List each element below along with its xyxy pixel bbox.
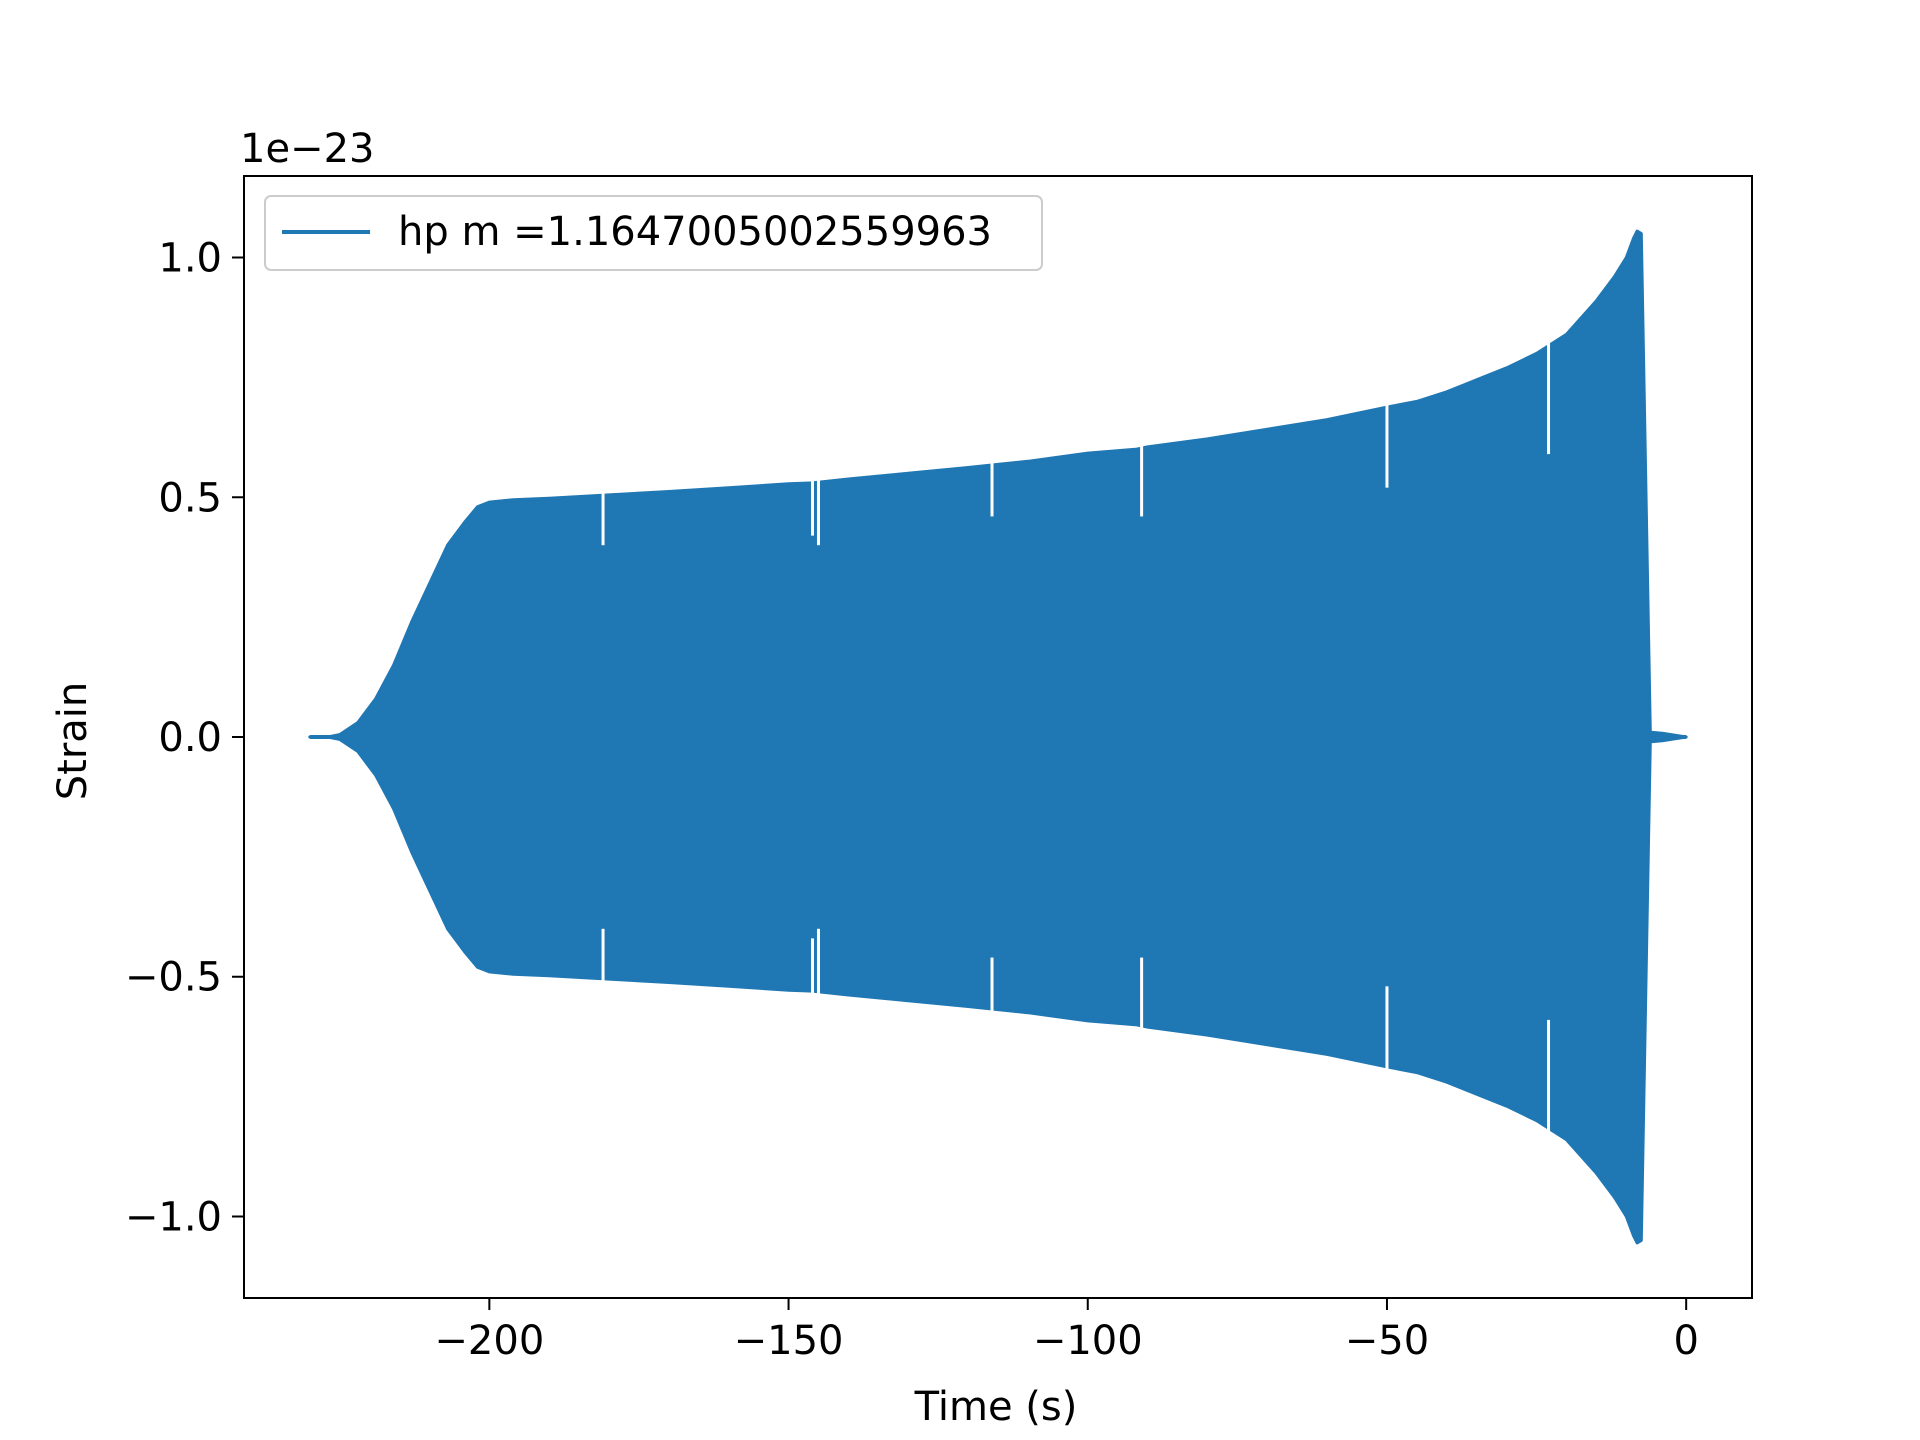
x-tick-label: −200 [434,1318,544,1364]
x-axis-label: Time (s) [914,1384,1078,1430]
waveform-dropout [816,928,820,1064]
legend: hp m =1.1647005002559963 [264,195,1043,271]
y-tick-label: 0.0 [158,715,222,761]
waveform-dropout [990,382,994,517]
waveform-dropout [1385,986,1389,1121]
x-tick-label: 0 [1673,1318,1698,1364]
waveform-dropout [1140,957,1144,1092]
y-tick-label: 0.5 [158,475,222,521]
waveform-dropout [816,410,820,546]
y-offset-label: 1e−23 [240,126,374,172]
x-tick-label: −100 [1033,1318,1143,1364]
legend-label: hp m =1.1647005002559963 [398,209,992,255]
waveform-dropout [810,401,814,536]
waveform-dropout [990,957,994,1092]
plot-layer [308,229,1688,1245]
x-tick-label: −50 [1345,1318,1429,1364]
y-tick-label: 1.0 [158,236,222,282]
waveform-dropout [1547,1019,1551,1155]
waveform-dropout [601,410,605,546]
legend-box [264,195,1043,271]
waveform-dropout [1547,319,1551,455]
waveform-dropout [810,938,814,1073]
y-tick-label: −0.5 [125,955,222,1001]
y-axis-label: Strain [50,682,96,801]
waveform-dropout [1140,382,1144,517]
y-tick-label: −1.0 [125,1194,222,1240]
ticks-layer: −200 −150 −100 −50 0 1.0 0.5 0.0 −0.5 −1.0 [125,236,1699,1364]
x-tick-label: −150 [734,1318,844,1364]
waveform-dropout [601,928,605,1064]
waveform-dropout [1385,353,1389,488]
